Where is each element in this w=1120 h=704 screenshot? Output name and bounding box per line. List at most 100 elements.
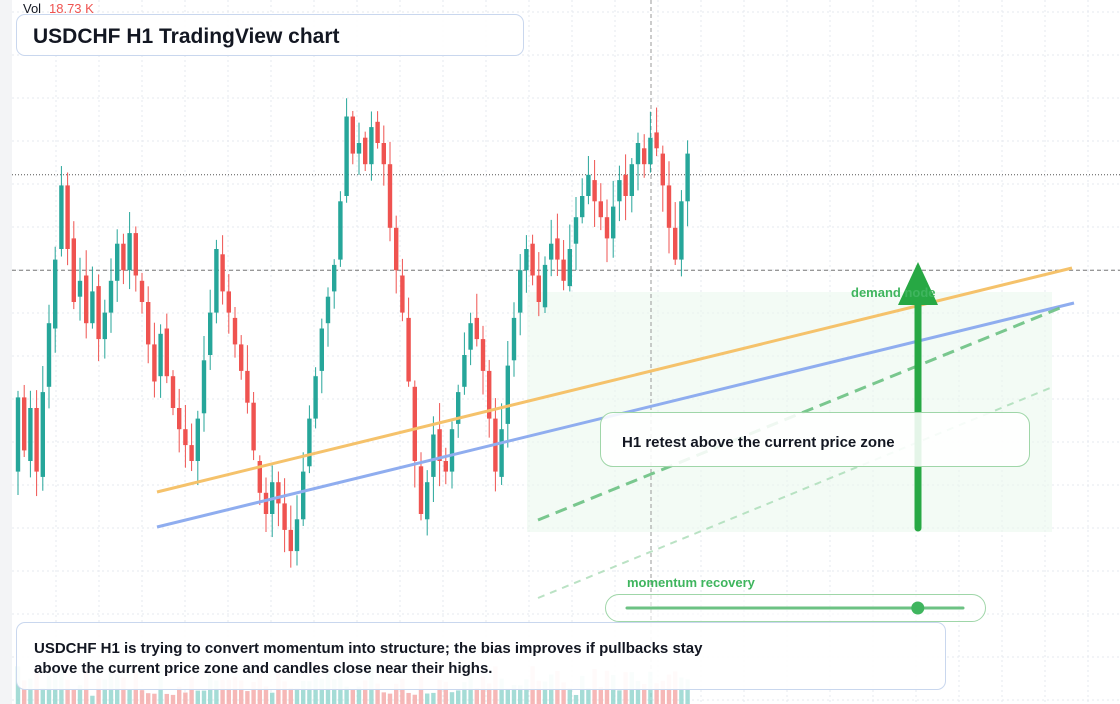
volume-bar xyxy=(270,692,275,704)
candle-up xyxy=(195,418,200,461)
candle-down xyxy=(276,482,281,504)
candle-up xyxy=(108,280,114,313)
volume-bar xyxy=(431,692,436,704)
momentum-knob xyxy=(911,601,925,615)
candle-up xyxy=(332,264,337,292)
candle-down xyxy=(487,370,492,419)
volume-bar xyxy=(394,683,399,704)
volume-bar xyxy=(71,689,76,704)
candle-up xyxy=(511,317,517,361)
candle-up xyxy=(648,137,653,165)
candle-down xyxy=(257,461,262,493)
candle-up xyxy=(679,201,684,260)
demand-node-label: demand node xyxy=(851,285,936,300)
volume-bar xyxy=(102,679,107,704)
volume-bar xyxy=(511,684,517,704)
volume-bar xyxy=(586,688,591,704)
retest-callout: H1 retest above the current price zone xyxy=(600,412,1030,467)
candle-up xyxy=(629,164,634,196)
candle-up xyxy=(90,291,95,324)
candle-up xyxy=(518,270,523,313)
volume-bar xyxy=(294,688,300,704)
candle-up xyxy=(573,217,579,244)
volume-bar xyxy=(660,680,665,704)
candle-down xyxy=(406,317,411,382)
candle-up xyxy=(549,243,554,260)
candle-down xyxy=(288,529,293,552)
candle-down xyxy=(177,408,182,430)
candle-up xyxy=(158,333,163,377)
candle-down xyxy=(673,227,678,260)
volume-bar xyxy=(443,681,448,704)
volume-bar xyxy=(406,692,411,704)
volume-bar xyxy=(77,685,83,704)
candle-up xyxy=(28,408,33,461)
volume-bar xyxy=(598,686,603,704)
volume-bar xyxy=(524,679,529,704)
volume-bar xyxy=(356,686,362,704)
volume-bar xyxy=(561,682,566,704)
candle-down xyxy=(437,429,442,461)
candle-down xyxy=(375,121,380,143)
volume-value: 18.73 K xyxy=(49,1,94,16)
candle-up xyxy=(15,397,21,472)
candle-down xyxy=(660,153,665,186)
candle-down xyxy=(96,286,101,340)
candle-down xyxy=(282,503,287,530)
candle-down xyxy=(146,302,151,345)
candle-down xyxy=(133,233,138,276)
volume-bar xyxy=(573,694,579,704)
volume-bar xyxy=(288,687,293,704)
volume-bar xyxy=(542,681,548,704)
candle-down xyxy=(22,397,27,451)
candle-down xyxy=(251,402,256,451)
volume-bar xyxy=(505,688,510,704)
candle-up xyxy=(462,355,467,387)
candle-up xyxy=(59,185,64,249)
volume-bar xyxy=(90,695,95,704)
volume-bar xyxy=(282,681,287,704)
volume-bar xyxy=(177,686,182,704)
volume-bar xyxy=(201,690,207,704)
candle-down xyxy=(363,137,368,165)
volume-bar xyxy=(245,691,250,704)
volume-bar xyxy=(65,679,70,704)
candle-up xyxy=(468,323,473,350)
candle-down xyxy=(226,291,231,313)
volume-bar xyxy=(121,677,126,704)
candle-up xyxy=(201,360,207,414)
candle-down xyxy=(387,164,393,228)
candle-up xyxy=(53,259,58,329)
volume-bar xyxy=(195,690,200,704)
candle-up xyxy=(542,264,548,308)
volume-bar xyxy=(232,676,238,704)
candle-down xyxy=(394,227,399,271)
volume-bar xyxy=(449,692,455,704)
candle-down xyxy=(474,317,479,340)
candle-down xyxy=(536,275,541,302)
volume-bar xyxy=(332,679,337,704)
candle-down xyxy=(263,492,269,514)
volume-bar xyxy=(28,678,33,704)
demand-arrow-head xyxy=(898,262,938,305)
candle-down xyxy=(121,243,126,271)
candle-down xyxy=(239,344,244,371)
candle-down xyxy=(65,185,70,249)
volume-bar xyxy=(139,690,145,704)
candle-up xyxy=(369,127,374,165)
volume-bar xyxy=(40,688,45,704)
volume-bar xyxy=(387,693,393,704)
candle-down xyxy=(592,180,597,202)
volume-bar xyxy=(437,679,442,704)
left-toolbar-rail xyxy=(0,0,12,704)
volume-bar xyxy=(685,679,690,704)
candle-up xyxy=(356,143,362,154)
volume-bar xyxy=(263,686,269,704)
candle-up xyxy=(586,174,591,196)
volume-bar xyxy=(350,689,355,704)
analysis-note: USDCHF H1 is trying to convert momentum … xyxy=(16,622,946,690)
candle-down xyxy=(84,275,89,324)
candle-down xyxy=(350,116,355,154)
